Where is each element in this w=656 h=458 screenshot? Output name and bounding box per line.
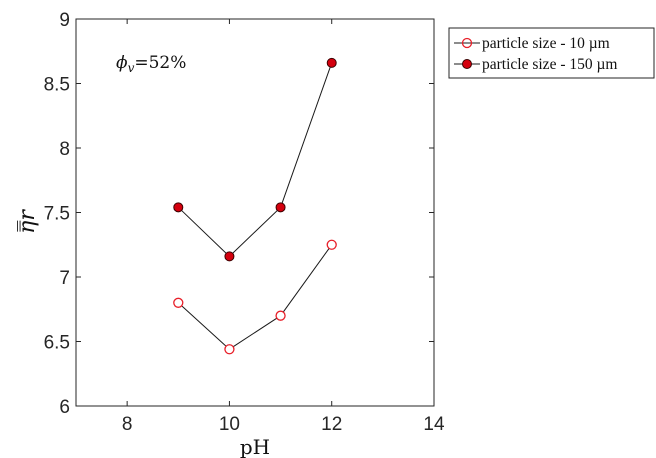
y-tick-label: 9	[59, 10, 70, 31]
legend-marker-10um	[461, 37, 473, 49]
legend-label-150um: particle size - 150 µm	[482, 56, 617, 73]
annotation-subscript: v	[128, 61, 135, 75]
annotation-rest: =52%	[134, 53, 186, 73]
data-point-10um	[224, 344, 235, 355]
x-axis-label: pH	[240, 435, 270, 458]
y-axis-label: η̿r	[15, 209, 40, 234]
series-line-150um	[177, 62, 333, 258]
legend-marker-150um	[462, 59, 472, 69]
y-tick-label: 8.5	[44, 75, 70, 96]
x-tick-label: 14	[423, 414, 445, 435]
x-tick-label: 12	[321, 414, 342, 435]
data-point-10um	[173, 297, 184, 308]
legend: particle size - 10 µm particle size - 15…	[448, 27, 655, 79]
y-tick-label: 7.5	[44, 204, 70, 225]
y-tick-label: 8	[59, 139, 70, 160]
data-point-150um	[326, 57, 337, 68]
series-layer	[173, 57, 337, 355]
annotation-symbol: ϕ	[116, 53, 128, 73]
data-point-150um	[275, 202, 286, 213]
y-axis: 6 6.5 7 7.5 8 8.5 9	[44, 10, 434, 418]
x-axis: 8 10 12 14	[122, 19, 445, 435]
y-tick-label: 6	[59, 397, 70, 418]
data-point-150um	[173, 202, 184, 213]
series-line-10um	[177, 244, 333, 350]
annotation: ϕv=52%	[116, 53, 186, 75]
legend-box	[448, 27, 655, 79]
y-tick-label: 6.5	[44, 333, 70, 354]
y-tick-label: 7	[59, 268, 70, 289]
x-tick-label: 8	[122, 414, 133, 435]
y-axis-label-text: η̿r	[15, 209, 40, 234]
data-point-10um	[275, 310, 286, 321]
data-point-150um	[224, 251, 235, 262]
data-point-10um	[326, 239, 337, 250]
plot-area	[75, 18, 435, 407]
x-tick-label: 10	[219, 414, 240, 435]
legend-label-10um: particle size - 10 µm	[482, 35, 610, 52]
